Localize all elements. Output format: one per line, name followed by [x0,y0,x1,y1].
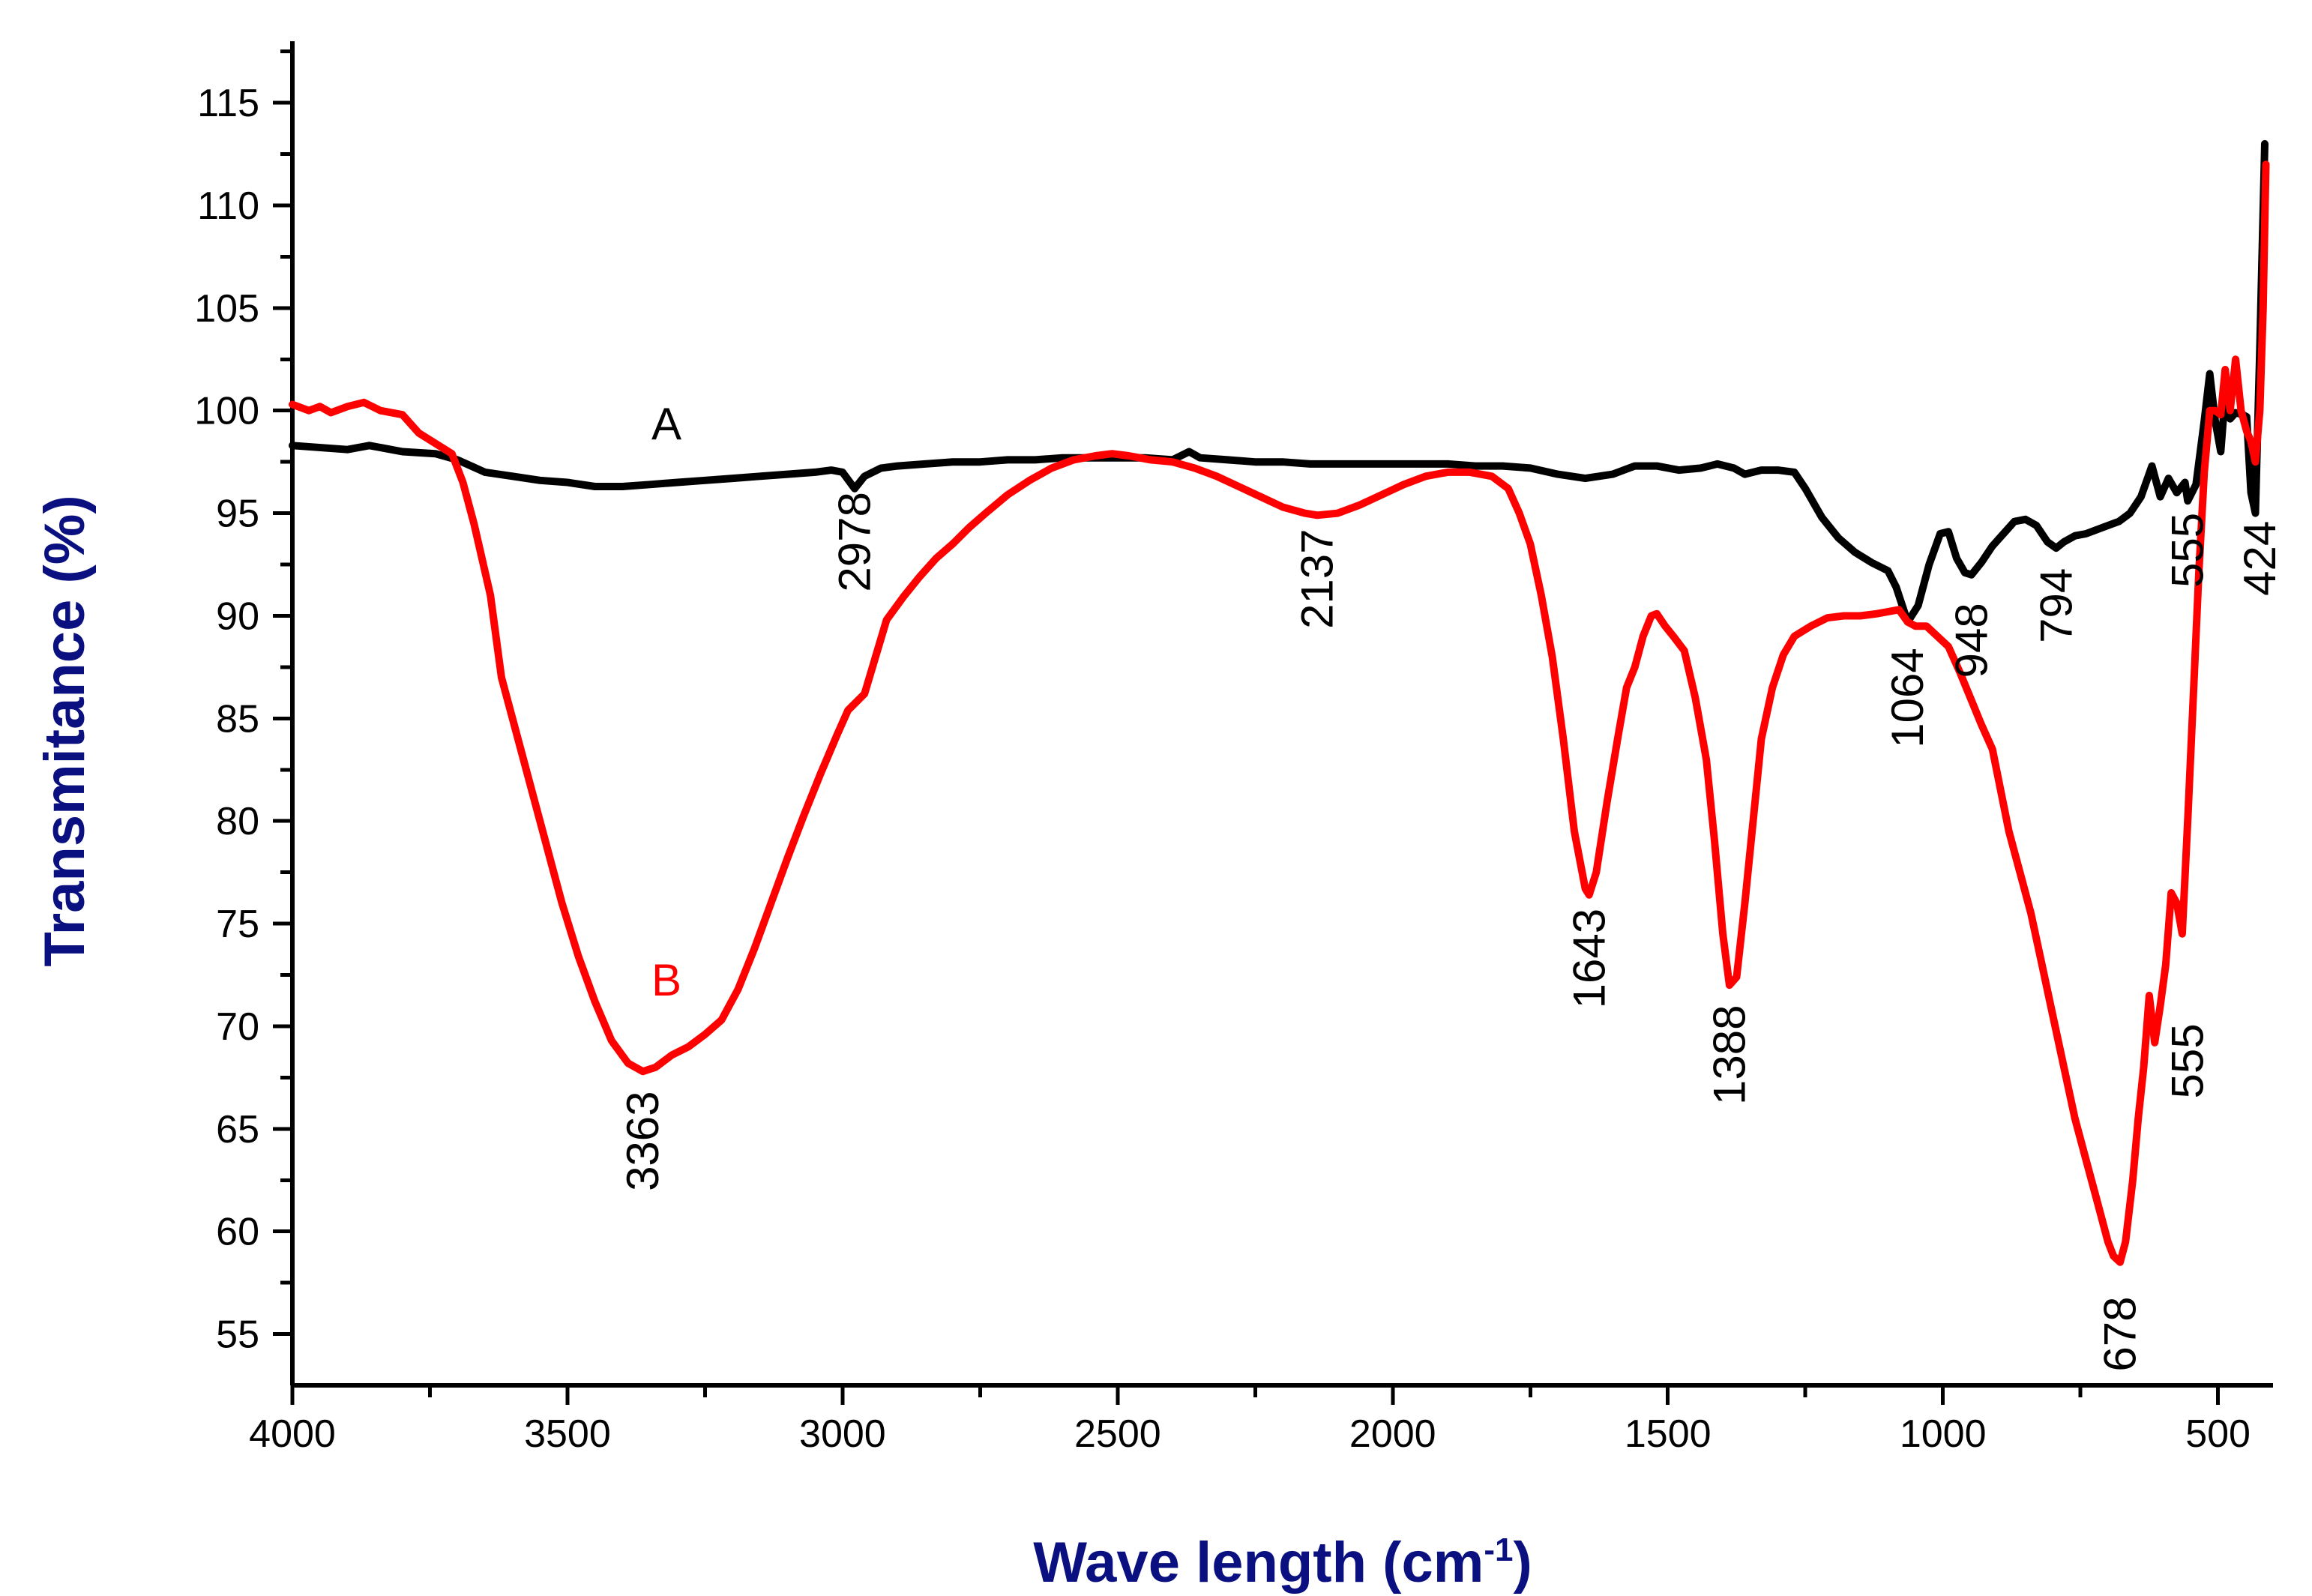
peak-annotation: 3363 [618,1091,668,1190]
axes: 4000 3500 3000 2500 2000 1500 1000 500 55 60 65 70… [194,41,2273,1456]
y-tick-label: 100 [194,390,259,433]
x-tick-label: 3500 [524,1412,611,1456]
y-tick-label: 105 [194,287,259,331]
y-tick-label: 80 [216,800,259,843]
x-axis-title-text: Wave length (cm [1033,1531,1484,1595]
x-axis-title-superscript: -1 [1484,1532,1513,1568]
x-ticks: 4000 3500 3000 2500 2000 1500 1000 500 [249,1385,2251,1456]
series-label-b: B [651,955,681,1005]
y-tick-label: 55 [216,1313,259,1357]
peak-annotation: 555 [2163,1023,2213,1098]
peak-annotation: 1388 [1704,1005,1754,1105]
y-tick-label: 95 [216,493,259,536]
x-tick-label: 500 [2185,1412,2251,1456]
series-layer [289,139,2270,1266]
x-tick-label: 4000 [249,1412,336,1456]
labels-layer: A B 2978 2137 3363 1643 1388 1064 948 794 555 424 55… [618,399,2285,1372]
peak-annotation: 794 [2031,568,2081,643]
x-axis-title-close: ) [1513,1531,1532,1595]
x-axis-title: Wave length (cm-1) [1033,1531,1532,1595]
y-tick-label: 60 [216,1211,259,1254]
y-tick-label: 85 [216,697,259,741]
peak-annotation: 678 [2095,1297,2146,1372]
peak-annotation: 555 [2163,513,2213,588]
y-tick-label: 115 [197,82,259,125]
x-tick-label: 3000 [799,1412,886,1456]
x-tick-label: 1000 [1900,1412,1987,1456]
peak-annotation: 2137 [1292,529,1343,628]
series-line-b [289,160,2270,1266]
y-axis-title: Transmitance (%) [33,495,97,966]
y-tick-label: 70 [216,1005,259,1049]
series-label-a: A [651,399,681,449]
peak-annotation: 948 [1946,603,1996,678]
y-tick-label: 110 [197,184,259,228]
peak-annotation: 424 [2235,521,2285,596]
y-tick-label: 90 [216,594,259,638]
y-ticks: 55 60 65 70 75 80 85 90 95 100 105 110 115 [194,49,292,1357]
x-tick-label: 2000 [1349,1412,1436,1456]
y-tick-label: 75 [216,903,259,946]
peak-annotation: 2978 [830,492,880,591]
peak-annotation: 1064 [1882,648,1933,747]
series-line-a [289,139,2269,626]
x-tick-label: 1500 [1625,1412,1712,1456]
peak-annotation: 1643 [1564,909,1614,1008]
y-tick-label: 65 [216,1108,259,1151]
x-tick-label: 2500 [1074,1412,1161,1456]
